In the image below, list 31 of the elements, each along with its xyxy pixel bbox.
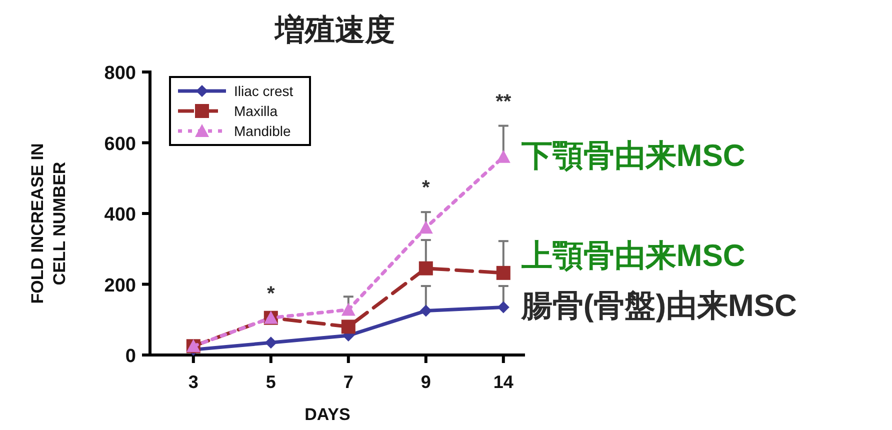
- y-tick-label: 600: [104, 134, 136, 155]
- point: [418, 220, 433, 234]
- x-tick-label: 7: [343, 372, 354, 392]
- annotation: *: [267, 282, 275, 305]
- point: [497, 301, 510, 314]
- point: [418, 261, 433, 276]
- x-tick-label: 5: [266, 372, 276, 392]
- chart-title: 増殖速度: [274, 13, 395, 47]
- point: [420, 304, 432, 317]
- legend-label: Iliac crest: [234, 83, 294, 99]
- x-tick-label: 14: [493, 372, 514, 392]
- y-axis-title: FOLD INCREASE IN CELL NUMBER: [28, 143, 69, 304]
- annotation: 腸骨(骨盤)由来MSC: [520, 288, 797, 324]
- annotation: 上顎骨由来MSC: [520, 238, 746, 274]
- y-tick-label: 800: [104, 63, 136, 84]
- point: [341, 302, 356, 316]
- y-tick-label: 400: [104, 204, 136, 226]
- x-axis-title: DAYS: [304, 405, 350, 424]
- point: [264, 336, 277, 349]
- x-tick-label: 3: [188, 372, 198, 392]
- legend-label: Maxilla: [234, 103, 278, 119]
- annotation: 下顎骨由来MSC: [520, 138, 746, 174]
- annotation: *: [422, 177, 430, 200]
- point: [341, 320, 356, 334]
- x-tick-label: 9: [420, 372, 431, 392]
- annotation: **: [496, 90, 512, 113]
- y-tick-label: 0: [125, 346, 136, 367]
- point: [496, 266, 510, 280]
- y-tick-label: 200: [104, 275, 136, 296]
- legend-label: Mandible: [234, 123, 292, 139]
- point: [496, 150, 510, 163]
